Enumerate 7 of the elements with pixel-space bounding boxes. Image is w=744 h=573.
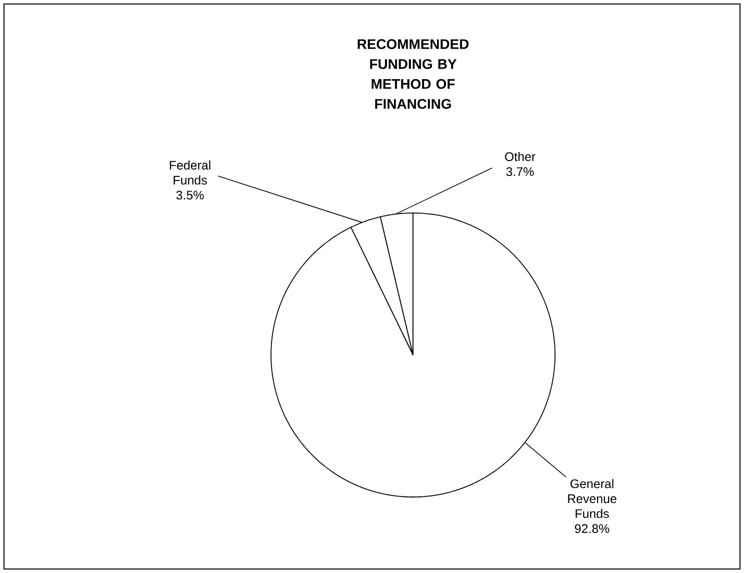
slice-label: Other — [505, 152, 536, 162]
data-label: 3.7% — [506, 167, 534, 176]
data-label: 3.5% — [176, 190, 204, 200]
slice-label: Federal Funds — [170, 160, 210, 185]
slice-label: General Revenue Funds — [568, 479, 616, 518]
chart-title: RECOMMENDED FUNDING BY METHOD OF FINANCING — [358, 39, 469, 109]
data-label: 92.8% — [574, 524, 610, 533]
